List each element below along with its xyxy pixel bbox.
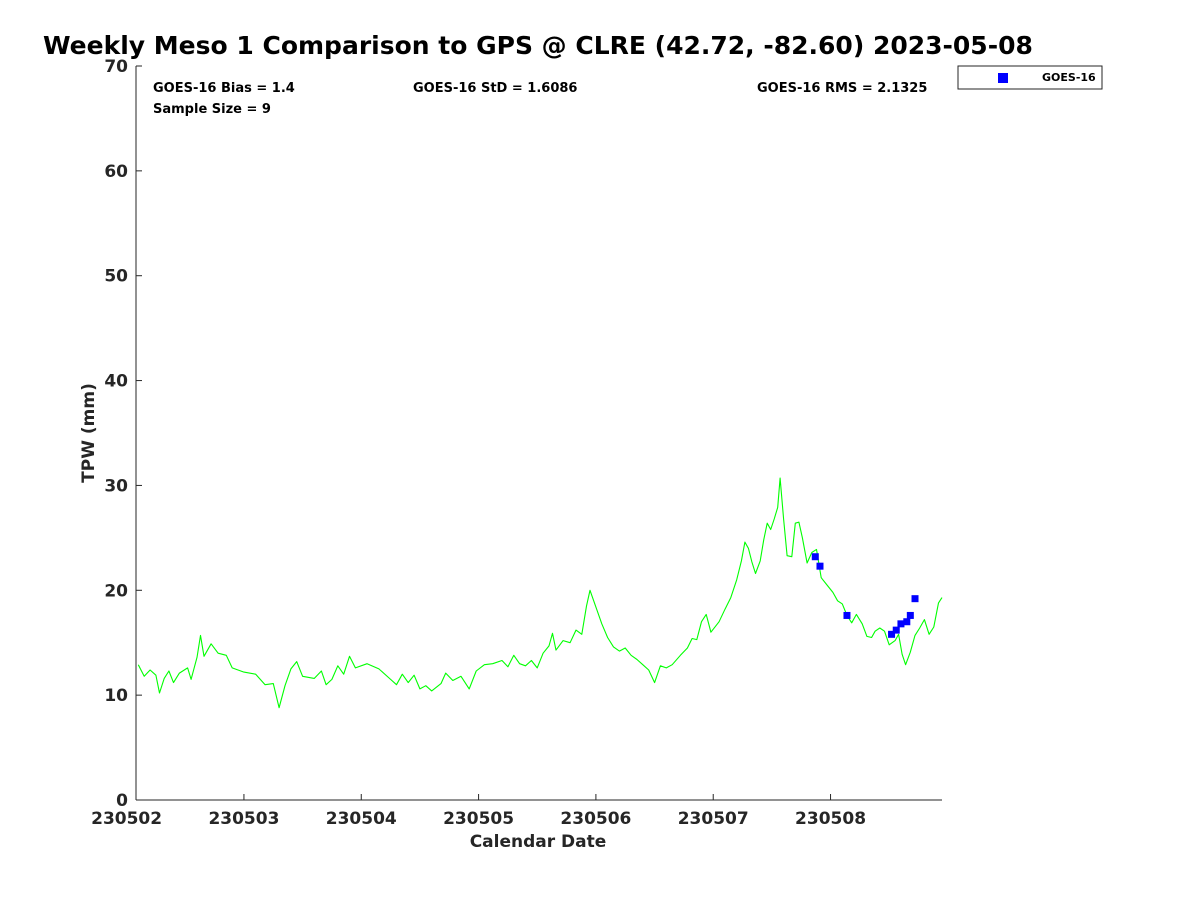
y-tick-label: 60 [104,162,128,182]
goes16-point [816,562,824,570]
chart-title: Weekly Meso 1 Comparison to GPS @ CLRE (… [43,31,1033,60]
x-tick-label: 230503 [208,809,279,829]
x-tick-label: 230504 [326,809,397,829]
axes [135,66,942,801]
goes16-point [906,611,914,619]
x-tick-label: 230506 [560,809,631,829]
y-tick-label: 30 [104,476,128,496]
goes16-point [811,553,819,561]
legend: GOES-16 [957,65,1103,90]
y-tick-label: 20 [104,581,128,601]
gps-tpw-line [137,477,943,709]
bias-stat: GOES-16 Bias = 1.4 [153,81,295,96]
y-tick-label: 40 [104,372,128,392]
goes16-point [897,620,905,628]
goes16-point [892,626,900,634]
legend-marker-goes16 [998,73,1008,83]
goes16-point [843,611,851,619]
std-stat: GOES-16 StD = 1.6086 [413,81,577,96]
legend-box [957,65,1103,90]
y-tick-label: 0 [116,791,128,811]
legend-label-goes16: GOES-16 [1042,71,1096,84]
x-tick-label: 230507 [678,809,749,829]
plot-area [137,477,943,709]
y-tick-label: 70 [104,57,128,77]
x-ticks: 230502 230503 230504 230505 230506 230507 2305… [91,794,866,829]
y-tick-label: 50 [104,267,128,287]
sample-size-stat: Sample Size = 9 [153,102,271,117]
x-tick-label: 230502 [91,809,162,829]
y-axis-label: TPW (mm) [79,383,99,483]
x-tick-label: 230505 [443,809,514,829]
x-axis-label: Calendar Date [470,832,607,852]
y-ticks: 0 10 20 30 40 50 60 70 [104,57,142,811]
rms-stat: GOES-16 RMS = 2.1325 [757,81,927,96]
goes16-point [888,630,896,638]
goes16-point [911,595,919,603]
x-tick-label: 230508 [795,809,866,829]
y-tick-label: 10 [104,686,128,706]
goes16-point [903,618,911,626]
